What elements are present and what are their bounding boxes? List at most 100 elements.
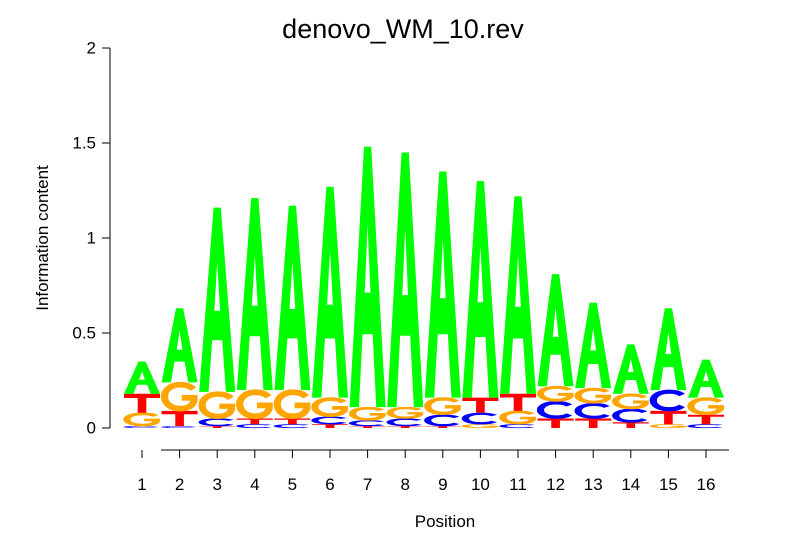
y-tick-label: 0 — [87, 419, 96, 438]
letter-A — [500, 196, 536, 394]
letter-A — [424, 171, 461, 398]
letter-T — [688, 414, 724, 425]
y-axis: 0 0.5 1 1.5 2 — [72, 39, 111, 438]
x-tick-label: 11 — [509, 475, 527, 494]
letter-G — [687, 397, 725, 416]
letter-G — [160, 381, 198, 412]
letter-G — [123, 412, 161, 427]
x-axis: 1 2 3 4 5 6 7 8 9 10 11 12 13 14 15 16 — [137, 449, 729, 494]
letter-C — [649, 389, 686, 412]
letter-G — [311, 397, 349, 417]
x-tick-label: 1 — [137, 475, 146, 494]
letter-A — [575, 302, 612, 389]
logo-column-7 — [348, 146, 386, 428]
x-axis-label: Position — [415, 512, 475, 531]
x-tick-label: 10 — [471, 475, 490, 494]
letter-G — [273, 389, 311, 420]
x-tick-label: 3 — [212, 475, 221, 494]
letter-T — [349, 426, 386, 428]
letter-T — [274, 418, 311, 425]
chart-title: denovo_WM_10.rev — [282, 14, 524, 44]
letter-A — [236, 198, 273, 390]
letter-C — [574, 402, 610, 419]
logo-column-5 — [273, 205, 311, 429]
letter-G — [386, 406, 424, 419]
letter-T — [387, 426, 424, 428]
letter-C — [612, 408, 648, 423]
x-tick-label: 15 — [659, 475, 678, 494]
logo-column-9 — [424, 171, 461, 428]
logo-stacks — [123, 146, 725, 429]
letter-T — [312, 424, 348, 428]
letter-T — [500, 393, 536, 411]
letter-A — [612, 344, 649, 394]
y-tick-label: 0.5 — [72, 324, 96, 343]
y-tick-label: 2 — [87, 39, 96, 58]
y-axis-label: Information content — [33, 165, 52, 311]
letter-C — [160, 426, 197, 429]
letter-G — [536, 385, 574, 402]
letter-C — [123, 426, 159, 429]
logo-column-15 — [649, 308, 687, 429]
letter-T — [199, 426, 236, 428]
x-tick-label: 13 — [584, 475, 603, 494]
logo-column-2 — [160, 308, 198, 429]
letter-A — [124, 361, 160, 394]
letter-A — [274, 205, 311, 390]
logo-column-8 — [386, 152, 424, 428]
logo-column-6 — [311, 186, 349, 428]
letter-T — [575, 418, 612, 428]
logo-column-1 — [123, 361, 161, 429]
letter-C — [536, 401, 573, 419]
logo-column-12 — [536, 274, 574, 428]
x-tick-label: 7 — [363, 475, 372, 494]
x-tick-label: 14 — [621, 475, 640, 494]
letter-A — [537, 274, 574, 387]
logo-column-10 — [461, 181, 499, 429]
letter-T — [537, 418, 574, 428]
letter-G — [424, 397, 461, 416]
logo-column-11 — [499, 196, 537, 429]
letter-C — [461, 412, 498, 425]
letter-A — [387, 152, 424, 408]
y-tick-label: 1 — [87, 229, 96, 248]
letter-A — [161, 308, 198, 383]
logo-column-16 — [687, 359, 725, 429]
letter-G — [198, 391, 236, 420]
letter-C — [424, 414, 460, 427]
letter-C — [499, 424, 535, 429]
letter-A — [688, 359, 724, 398]
letter-C — [386, 418, 422, 427]
x-tick-label: 5 — [288, 475, 297, 494]
x-tick-label: 16 — [697, 475, 716, 494]
letter-G — [499, 410, 537, 425]
letter-C — [273, 424, 310, 429]
letter-C — [236, 424, 272, 429]
letter-A — [199, 207, 236, 392]
letter-G — [612, 393, 649, 410]
letter-T — [161, 410, 198, 427]
x-tick-label: 12 — [546, 475, 565, 494]
letter-G — [574, 387, 612, 404]
letter-A — [349, 146, 386, 408]
letter-A — [312, 186, 348, 398]
letter-G — [236, 389, 273, 420]
letter-G — [461, 424, 499, 429]
letter-T — [124, 393, 160, 413]
y-tick-label: 1.5 — [72, 134, 96, 153]
letter-A — [462, 181, 499, 398]
x-tick-label: 4 — [250, 475, 259, 494]
letter-T — [650, 410, 687, 425]
logo-column-3 — [198, 207, 236, 428]
letter-T — [236, 418, 273, 425]
logo-column-13 — [574, 302, 612, 428]
x-tick-label: 2 — [175, 475, 184, 494]
letter-G — [348, 406, 386, 421]
letter-C — [687, 424, 723, 429]
letter-T — [462, 397, 499, 413]
x-tick-label: 9 — [438, 475, 447, 494]
letter-G — [649, 424, 687, 429]
letter-C — [311, 416, 347, 425]
logo-column-4 — [236, 198, 273, 429]
